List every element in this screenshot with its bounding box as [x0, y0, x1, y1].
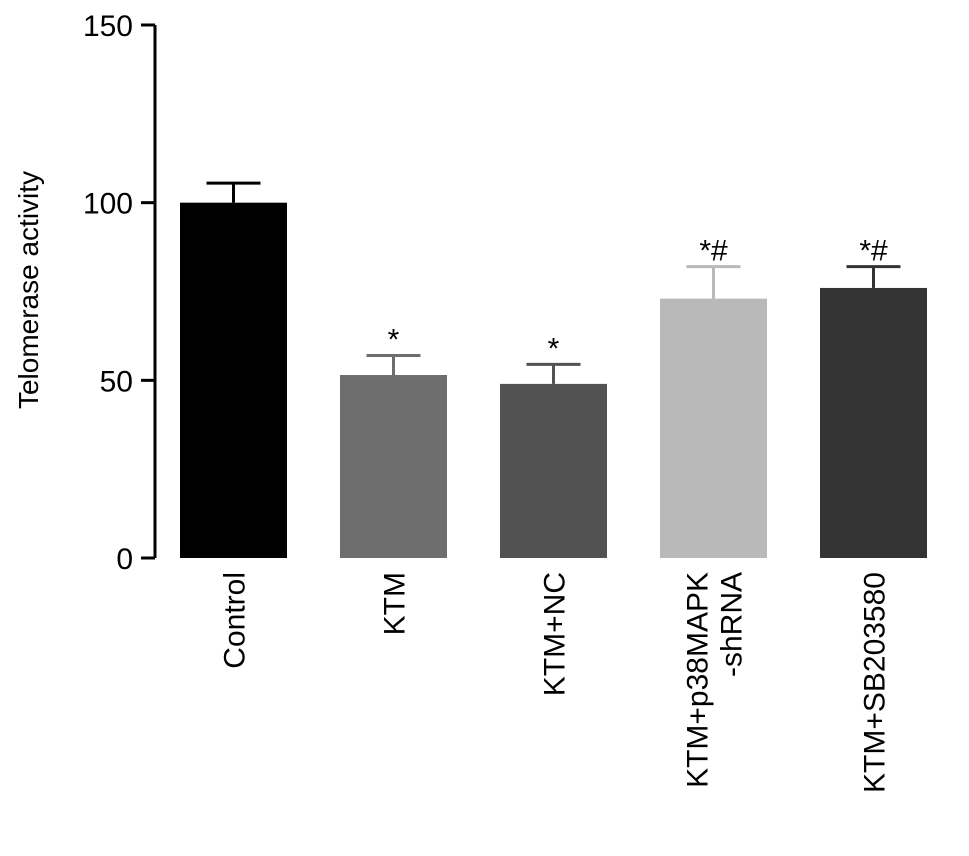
bar	[500, 383, 607, 558]
significance-label: *	[388, 323, 400, 356]
x-tick-label-line: KTM	[379, 572, 412, 635]
y-tick-label: 50	[100, 365, 133, 398]
bar	[820, 287, 927, 558]
bar	[660, 298, 767, 558]
x-tick-label-line: Control	[219, 572, 252, 669]
error-bars	[206, 181, 901, 384]
x-tick-label-line: KTM+p38MAPK	[682, 572, 715, 788]
x-tick-label: KTM+p38MAPK -shRNA	[682, 572, 749, 788]
x-tick-label-line: KTM+NC	[539, 572, 572, 696]
y-axis-label: Telomerase activity	[13, 171, 44, 409]
x-tick-label: KTM+SB203580	[859, 572, 892, 793]
significance-label: *	[548, 332, 560, 365]
y-tick-label: 0	[116, 543, 133, 576]
bars	[180, 202, 927, 558]
y-tick-label: 100	[83, 188, 133, 221]
significance-label: *#	[859, 235, 888, 268]
significance-label: *#	[699, 235, 728, 268]
x-axis-labels: Control KTM KTM+NC KTM+p38MAPK -shRNA KTM+SB2…	[219, 572, 892, 793]
bar	[340, 375, 447, 558]
bar	[180, 202, 287, 558]
x-tick-label: KTM	[379, 572, 412, 635]
x-tick-label-line: KTM+SB203580	[859, 572, 892, 793]
y-axis: 0 50 100 150	[83, 10, 157, 576]
significance-markers: * * *# *#	[388, 235, 888, 366]
y-tick-label: 150	[83, 10, 133, 43]
x-tick-label-line: -shRNA	[716, 572, 749, 677]
x-tick-label: KTM+NC	[539, 572, 572, 696]
x-tick-label: Control	[219, 572, 252, 669]
